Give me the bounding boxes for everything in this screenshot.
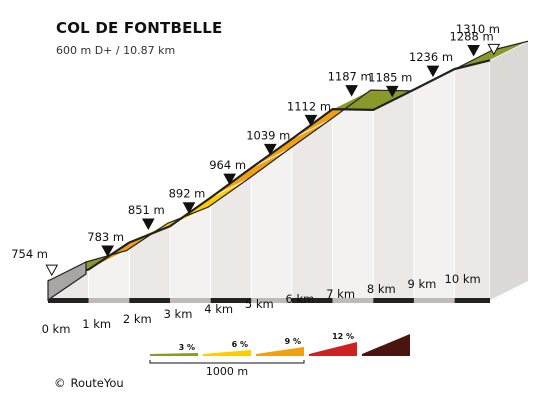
distance-label: 5 km (245, 297, 274, 311)
elevation-markers: 754 m 783 m 851 m 892 m 964 m 1039 m 1112 m 118… (11, 22, 501, 277)
distance-marker-icon (182, 202, 196, 214)
distance-label: 1 km (82, 317, 111, 331)
elevation-label: 783 m (87, 230, 124, 244)
wall-segment (413, 68, 456, 301)
ground-segment (251, 298, 292, 303)
distance-label: 7 km (326, 287, 355, 301)
elevation-label: 754 m (11, 247, 48, 261)
endpoint-marker-icon (45, 264, 59, 277)
wall-segment (332, 108, 374, 301)
distance-label: 4 km (204, 302, 233, 316)
ground-segment (129, 298, 170, 303)
legend-label: 9 % (285, 337, 301, 346)
distance-marker-icon (263, 143, 277, 156)
distance-marker-icon (426, 65, 440, 78)
legend-swatch (150, 353, 198, 356)
distance-marker-icon (304, 114, 318, 127)
elevation-label: 892 m (169, 187, 206, 201)
copyright-icon: © (54, 376, 66, 390)
ground-segment (373, 298, 414, 303)
gradient-legend: 3 % 6 % 9 % 12 % 1000 m (149, 332, 410, 378)
distance-marker-icon (141, 218, 155, 231)
endpoint-marker-icon (487, 43, 501, 56)
wall-segment (128, 225, 171, 301)
legend-label: 3 % (179, 343, 195, 352)
ground-segment (291, 298, 333, 303)
distance-marker-icon (385, 85, 399, 98)
elevation-label: 1187 m (328, 70, 372, 84)
back-edge-line (85, 40, 529, 263)
distance-label: 0 km (42, 322, 71, 336)
elevation-label: 1039 m (246, 128, 290, 142)
wall-segment (372, 88, 415, 301)
distance-label: 6 km (286, 292, 315, 306)
ground-segment (48, 298, 89, 303)
legend-swatch (203, 350, 251, 356)
distance-labels: 0 km 1 km 2 km 3 km 4 km 5 km 6 km 7 km 8 km 9 km… (42, 272, 481, 336)
legend-swatch (362, 334, 410, 356)
distance-label: 3 km (164, 307, 193, 321)
brand-name: RouteYou (70, 376, 124, 390)
legend-swatch (309, 342, 357, 356)
distance-marker-icon (345, 85, 358, 97)
ground-segment (88, 298, 130, 303)
wall-segment (454, 59, 491, 301)
start-cap (47, 261, 87, 302)
scale-bar (149, 360, 305, 364)
scale-label: 1000 m (206, 365, 248, 378)
wall-end-cap (490, 41, 528, 300)
distance-marker-icon (223, 173, 236, 186)
copyright: © RouteYou (54, 376, 124, 390)
distance-label: 9 km (408, 277, 437, 291)
legend-label: 6 % (232, 340, 248, 349)
ground-segment (169, 298, 211, 303)
distance-label: 8 km (367, 282, 396, 296)
side-walls (47, 41, 528, 303)
ground-segment (413, 298, 455, 303)
distance-label: 10 km (445, 272, 481, 286)
chart-title: COL DE FONTBELLE (56, 19, 223, 37)
legend-swatch (256, 347, 304, 356)
elevation-label: 1288 m (450, 30, 494, 44)
ground-segment (454, 298, 490, 303)
distance-marker-icon (101, 245, 115, 258)
elevation-label: 964 m (209, 158, 246, 172)
profile-front-edge (47, 40, 529, 302)
chart-subtitle: 600 m D+ / 10.87 km (56, 44, 176, 57)
distance-marker-icon (467, 45, 480, 57)
elevation-label: 1185 m (368, 70, 412, 84)
elevation-label: 1112 m (287, 99, 331, 113)
elevation-label: 1310 m (456, 22, 500, 36)
elevation-label: 1236 m (409, 50, 453, 64)
distance-label: 2 km (123, 312, 152, 326)
ground-segment (210, 298, 252, 303)
legend-label: 12 % (332, 332, 354, 341)
elevation-label: 851 m (128, 203, 165, 217)
ground-segment (332, 298, 374, 303)
